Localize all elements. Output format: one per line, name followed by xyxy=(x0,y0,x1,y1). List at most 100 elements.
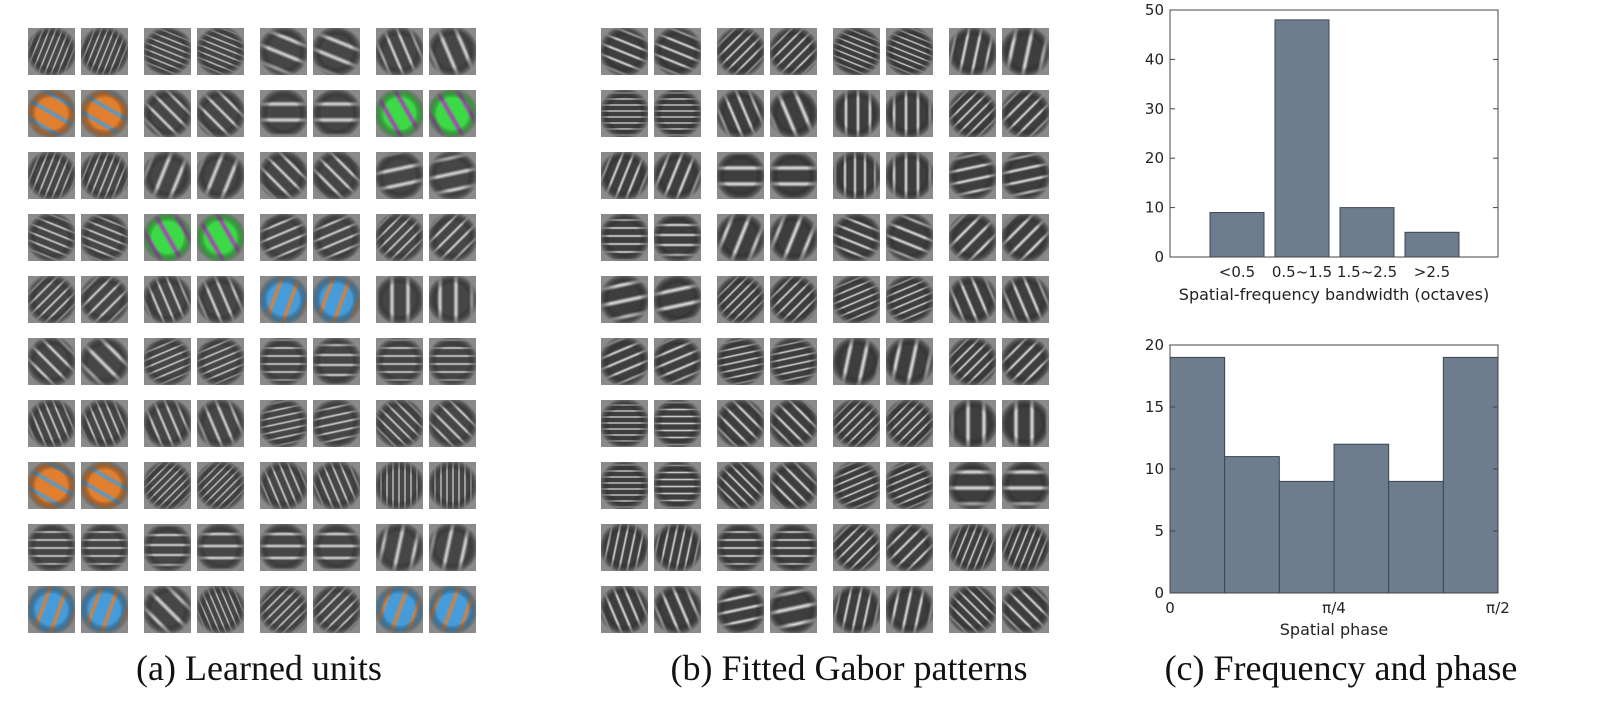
filter-tile xyxy=(260,586,307,633)
filter-tile xyxy=(1002,152,1049,199)
filter-tile xyxy=(260,524,307,571)
filter-tile xyxy=(886,462,933,509)
filter-tile xyxy=(197,28,244,75)
filter-tile xyxy=(429,400,476,447)
filter-tile xyxy=(429,90,476,137)
filter-tile xyxy=(717,214,764,261)
bin-1 xyxy=(1224,456,1280,594)
y-tick-label: 10 xyxy=(1145,199,1164,217)
filter-tile xyxy=(28,276,75,323)
filter-tile xyxy=(949,152,996,199)
filter-tile xyxy=(376,586,423,633)
filter-tile xyxy=(949,90,996,137)
filter-tile xyxy=(81,28,128,75)
filter-tile xyxy=(144,462,191,509)
filter-tile xyxy=(949,400,996,447)
y-tick-label: 0 xyxy=(1154,248,1164,266)
filter-tile xyxy=(833,524,880,571)
x-axis-label: Spatial phase xyxy=(1280,620,1388,639)
filter-tile xyxy=(654,152,701,199)
filter-tile xyxy=(144,586,191,633)
filter-tile xyxy=(429,524,476,571)
filter-tile xyxy=(144,400,191,447)
filter-tile xyxy=(949,524,996,571)
phase-histogram: 0 5 10 15 20 0 π/4 π/2 Spatial phase xyxy=(1145,336,1510,639)
filter-tile xyxy=(313,90,360,137)
x-tick-label: >2.5 xyxy=(1414,263,1450,281)
filter-tile xyxy=(770,152,817,199)
filter-tile xyxy=(28,524,75,571)
filter-tile xyxy=(81,90,128,137)
filter-tile xyxy=(833,400,880,447)
filter-tile xyxy=(197,524,244,571)
x-tick-label: <0.5 xyxy=(1219,263,1255,281)
filter-tile xyxy=(313,400,360,447)
filter-tile xyxy=(429,276,476,323)
filter-tile xyxy=(949,462,996,509)
filter-tile xyxy=(144,28,191,75)
filter-tile xyxy=(833,338,880,385)
filter-tile xyxy=(833,28,880,75)
x-tick-label: π/2 xyxy=(1486,599,1510,617)
y-tick-label: 50 xyxy=(1145,1,1164,19)
filter-tile xyxy=(1002,462,1049,509)
filter-tile xyxy=(770,28,817,75)
filter-tile xyxy=(260,338,307,385)
bar-2 xyxy=(1339,207,1395,258)
filter-tile xyxy=(376,28,423,75)
filter-tile xyxy=(376,214,423,261)
filter-tile xyxy=(833,586,880,633)
filter-tile xyxy=(313,214,360,261)
filter-tile xyxy=(717,276,764,323)
filter-tile xyxy=(654,400,701,447)
y-tick-label: 15 xyxy=(1145,398,1164,416)
filter-tile xyxy=(81,338,128,385)
filter-tile xyxy=(260,214,307,261)
filter-tile xyxy=(260,90,307,137)
caption-b: (b) Fitted Gabor patterns xyxy=(671,648,1028,688)
filter-tile xyxy=(1002,214,1049,261)
filter-tile xyxy=(770,400,817,447)
filter-tile xyxy=(260,400,307,447)
filter-tile xyxy=(429,586,476,633)
filter-tile xyxy=(144,90,191,137)
filter-tile xyxy=(197,90,244,137)
filter-tile xyxy=(770,586,817,633)
filter-tile xyxy=(770,524,817,571)
filter-tile xyxy=(260,462,307,509)
filter-tile xyxy=(717,338,764,385)
filter-tile xyxy=(429,338,476,385)
filter-tile xyxy=(601,28,648,75)
filter-tile xyxy=(144,524,191,571)
bin-2 xyxy=(1278,480,1335,594)
filter-tile xyxy=(260,28,307,75)
y-tick-label: 10 xyxy=(1145,460,1164,478)
bar-0 xyxy=(1209,212,1265,258)
filter-tile xyxy=(886,152,933,199)
filter-tile xyxy=(770,214,817,261)
filter-tile xyxy=(717,524,764,571)
filter-tile xyxy=(654,276,701,323)
x-tick-label: 0 xyxy=(1165,599,1175,617)
filter-tile xyxy=(144,276,191,323)
filter-tile xyxy=(144,338,191,385)
filter-tile xyxy=(949,276,996,323)
filter-tile xyxy=(886,338,933,385)
filter-tile xyxy=(197,276,244,323)
filter-tile xyxy=(376,152,423,199)
filter-tile xyxy=(833,152,880,199)
filter-tile xyxy=(197,462,244,509)
filter-tile xyxy=(28,90,75,137)
filter-tile xyxy=(429,214,476,261)
filter-tile xyxy=(429,28,476,75)
filter-tile xyxy=(197,400,244,447)
filter-tile xyxy=(81,214,128,261)
filter-tile xyxy=(654,524,701,571)
filter-tile xyxy=(197,586,244,633)
filter-tile xyxy=(886,586,933,633)
filter-tile xyxy=(197,152,244,199)
filter-tile xyxy=(886,214,933,261)
filter-tile xyxy=(886,276,933,323)
filter-tile xyxy=(197,338,244,385)
